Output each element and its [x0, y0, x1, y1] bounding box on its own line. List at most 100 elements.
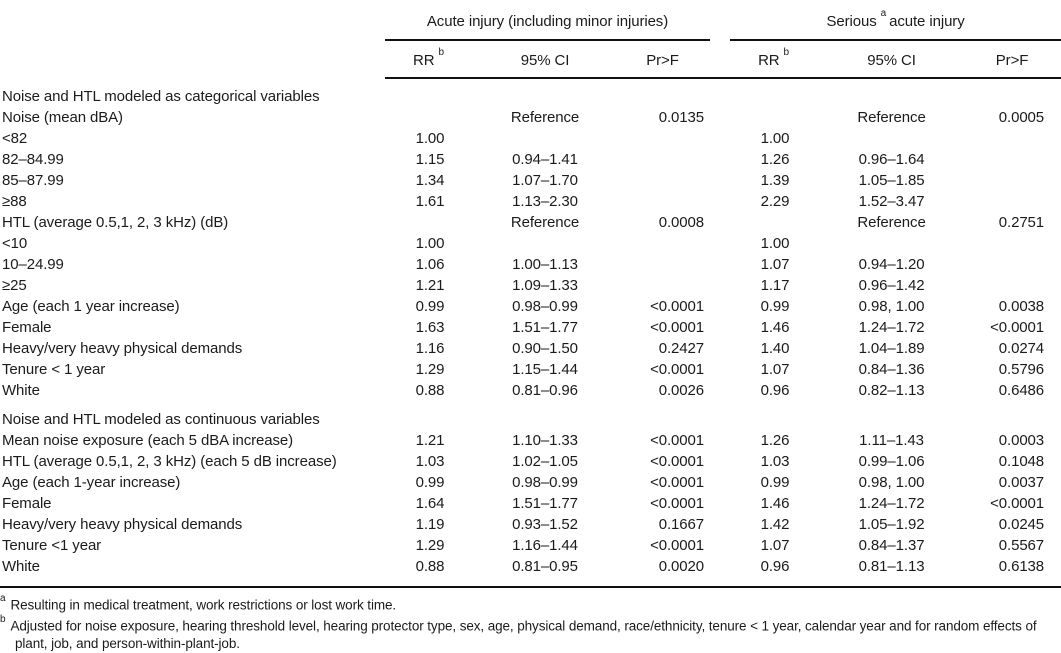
table-row: Age (each 1 year increase) 0.99 0.98–0.99 <… — [0, 296, 1061, 317]
ci-value-serious: 0.98, 1.00 — [858, 474, 925, 491]
row-label: ≥88 — [2, 193, 27, 210]
row-label: HTL (average 0.5,1, 2, 3 kHz) (dB) — [2, 214, 229, 231]
table-row: White 0.88 0.81–0.96 0.0026 0.96 0.82–1.13 0.6… — [0, 380, 1061, 401]
row-label: Mean noise exposure (each 5 dBA increase… — [2, 432, 294, 449]
rr-label: RR — [413, 52, 435, 69]
row-label: Tenure <1 year — [2, 537, 102, 554]
prf-value-acute: 0.0008 — [658, 214, 705, 231]
prf-value-serious: 0.6138 — [998, 558, 1045, 575]
rr-label: RR — [758, 52, 780, 69]
rr-value-serious — [730, 212, 820, 233]
column-gap — [710, 40, 731, 79]
col-header-ci-serious: 95% CI — [820, 40, 964, 79]
ci-value-acute: 0.98–0.99 — [512, 298, 578, 315]
column-gap — [710, 514, 730, 535]
rr-value-acute — [385, 107, 475, 128]
column-gap — [710, 0, 730, 40]
prf-value-acute: 0.0135 — [658, 109, 705, 126]
ci-value-acute — [475, 233, 615, 254]
table-row: 10–24.99 1.06 1.00–1.13 1.07 0.94–1.20 — [0, 254, 1061, 275]
stub-header-cell — [0, 40, 385, 78]
prf-value-acute: 0.0026 — [658, 382, 705, 399]
spanner-header-row: Acute injury (including minor injuries) … — [0, 0, 1061, 41]
table-row: ≥25 1.21 1.09–1.33 1.17 0.96–1.42 — [0, 275, 1061, 296]
table-row: HTL (average 0.5,1, 2, 3 kHz) (each 5 dB… — [0, 451, 1061, 472]
ci-value-serious: 0.81–1.13 — [858, 558, 925, 575]
col-group-serious-label-cont: acute injury — [889, 13, 965, 30]
row-label: <82 — [2, 130, 28, 147]
row-label: <10 — [2, 235, 28, 252]
prf-value-acute: <0.0001 — [650, 474, 705, 491]
row-label: 10–24.99 — [2, 256, 64, 273]
ci-value-serious — [820, 128, 963, 149]
column-gap — [710, 535, 730, 556]
column-gap — [710, 493, 730, 514]
rr-value-serious: 1.07 — [760, 537, 790, 554]
footnote-a: a Resulting in medical treatment, work re… — [0, 593, 1061, 614]
prf-value-acute: <0.0001 — [650, 319, 705, 336]
table-row: 82–84.99 1.15 0.94–1.41 1.26 0.96–1.64 — [0, 149, 1061, 170]
ci-value-serious: 0.98, 1.00 — [858, 298, 925, 315]
prf-value-serious: 0.1048 — [998, 453, 1045, 470]
rr-value-acute: 1.61 — [415, 193, 445, 210]
ci-value-acute: 0.90–1.50 — [512, 340, 578, 357]
table-row: Female 1.64 1.51–1.77 <0.0001 1.46 1.24–1.72 <… — [0, 493, 1061, 514]
rr-value-acute: 1.21 — [415, 432, 445, 449]
ci-value-serious: 1.52–3.47 — [858, 193, 925, 210]
rr-value-serious: 1.26 — [760, 151, 790, 168]
prf-value-acute: <0.0001 — [650, 298, 705, 315]
ci-value-serious: 1.05–1.92 — [858, 516, 925, 533]
row-label: Noise and HTL modeled as continuous vari… — [2, 411, 320, 428]
rr-value-acute: 1.63 — [415, 319, 445, 336]
column-gap — [710, 317, 730, 338]
footnotes: a Resulting in medical treatment, work re… — [0, 588, 1061, 653]
table-row: ≥88 1.61 1.13–2.30 2.29 1.52–3.47 — [0, 191, 1061, 212]
rr-value-serious: 1.40 — [760, 340, 790, 357]
table-row: Tenure < 1 year 1.29 1.15–1.44 <0.0001 1.07 0… — [0, 359, 1061, 380]
rr-value-acute: 0.88 — [415, 558, 445, 575]
table-row: Heavy/very heavy physical demands 1.16 0.9… — [0, 338, 1061, 359]
prf-value-serious: 0.2751 — [998, 214, 1045, 231]
rr-value-serious: 1.17 — [760, 277, 790, 294]
ci-value-serious: 0.94–1.20 — [858, 256, 925, 273]
prf-value-serious: 0.0003 — [998, 432, 1045, 449]
col-header-prf-acute: Pr>F — [615, 40, 711, 79]
rr-value-serious: 1.00 — [760, 235, 790, 252]
injury-risk-table: Acute injury (including minor injuries) … — [0, 0, 1061, 588]
rr-value-serious: 1.07 — [760, 361, 790, 378]
rr-value-acute: 1.06 — [415, 256, 445, 273]
rr-value-serious: 0.96 — [760, 558, 790, 575]
ci-value-serious: 0.96–1.64 — [858, 151, 925, 168]
rr-value-acute: 0.99 — [415, 298, 445, 315]
ci-value-serious — [820, 401, 963, 430]
row-label: Noise (mean dBA) — [2, 109, 123, 126]
column-gap — [710, 430, 730, 451]
prf-value-serious: 0.6486 — [998, 382, 1045, 399]
row-label: Age (each 1-year increase) — [2, 474, 181, 491]
rr-value-serious — [730, 78, 820, 107]
prf-value-serious: 0.5567 — [998, 537, 1045, 554]
prf-value-serious — [963, 275, 1061, 296]
ci-value-acute: 1.10–1.33 — [512, 432, 578, 449]
ci-value-serious: 1.05–1.85 — [858, 172, 925, 189]
column-gap — [710, 359, 730, 380]
column-gap — [710, 78, 730, 107]
prf-value-acute: 0.0020 — [658, 558, 705, 575]
prf-value-acute: <0.0001 — [650, 453, 705, 470]
row-label: HTL (average 0.5,1, 2, 3 kHz) (each 5 dB… — [2, 453, 337, 470]
prf-value-serious: 0.0245 — [998, 516, 1045, 533]
prf-value-acute — [615, 191, 710, 212]
prf-value-acute — [615, 254, 710, 275]
rr-value-serious: 1.26 — [760, 432, 790, 449]
prf-value-serious — [963, 78, 1061, 107]
table-row: Heavy/very heavy physical demands 1.19 0.9… — [0, 514, 1061, 535]
table-row: White 0.88 0.81–0.95 0.0020 0.96 0.81–1.13 0.6… — [0, 556, 1061, 587]
rr-value-serious: 0.96 — [760, 382, 790, 399]
ci-value-serious: 0.99–1.06 — [858, 453, 925, 470]
footnote-a-marker-ref: a — [880, 8, 887, 19]
column-gap — [710, 380, 730, 401]
column-gap — [710, 338, 730, 359]
table-row: <10 1.00 1.00 — [0, 233, 1061, 254]
row-label: 82–84.99 — [2, 151, 64, 168]
